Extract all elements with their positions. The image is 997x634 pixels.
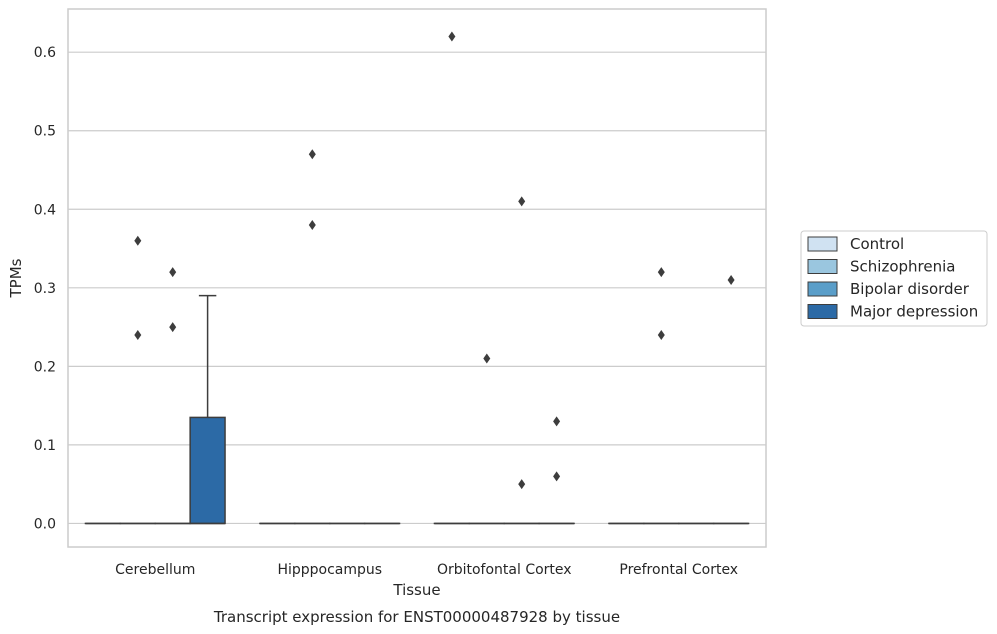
outlier-point	[727, 274, 735, 285]
boxes	[84, 294, 750, 525]
legend-swatch	[807, 259, 838, 274]
outlier-point	[169, 322, 177, 333]
outlier-point	[308, 149, 316, 160]
outlier-point	[518, 196, 526, 207]
outliers	[134, 31, 735, 490]
y-tick-label: 0.4	[34, 202, 56, 218]
x-axis-ticks: Cerebellum Hipppocampus Orbitofontal Corte…	[115, 562, 738, 578]
y-tick-label: 0.2	[34, 359, 56, 375]
box	[189, 416, 226, 525]
legend-frame	[800, 230, 988, 327]
y-tick-label: 0.0	[34, 516, 56, 532]
plot-frame	[67, 8, 767, 548]
x-axis-title: Tissue	[392, 581, 440, 599]
outlier-point	[134, 235, 142, 246]
y-tick-label: 0.3	[34, 281, 56, 297]
legend-label: Control	[850, 235, 904, 253]
outlier-point	[553, 416, 561, 427]
y-tick-label: 0.6	[34, 45, 56, 61]
x-tick-label: Orbitofontal Cortex	[437, 562, 572, 578]
outlier-point	[518, 479, 526, 490]
outlier-point	[553, 471, 561, 482]
legend-swatch	[807, 236, 838, 252]
legend-swatch	[807, 304, 838, 319]
legend-label: Bipolar disorder	[850, 280, 970, 298]
x-tick-label: Prefrontal Cortex	[619, 562, 738, 578]
y-tick-label: 0.5	[34, 124, 56, 140]
legend: Control Schizophrenia Bipolar disorder Majo…	[800, 230, 988, 327]
y-axis-ticks: 0.0 0.1 0.2 0.3 0.4 0.5 0.6	[34, 45, 56, 532]
outlier-point	[483, 353, 491, 364]
x-tick-label: Cerebellum	[115, 562, 195, 578]
outlier-point	[657, 267, 665, 278]
legend-label: Major depression	[850, 303, 978, 321]
legend-swatch	[807, 281, 838, 297]
outlier-point	[308, 219, 316, 230]
outlier-point	[169, 267, 177, 278]
x-tick-label: Hipppocampus	[277, 562, 382, 578]
gridlines	[68, 51, 766, 525]
outlier-point	[134, 329, 142, 340]
legend-label: Schizophrenia	[850, 258, 955, 276]
y-axis-title: TPMs	[7, 258, 25, 298]
outlier-point	[657, 329, 665, 340]
chart-title: Transcript expression for ENST0000048792…	[213, 608, 620, 626]
outlier-point	[448, 31, 456, 42]
y-tick-label: 0.1	[34, 438, 56, 454]
